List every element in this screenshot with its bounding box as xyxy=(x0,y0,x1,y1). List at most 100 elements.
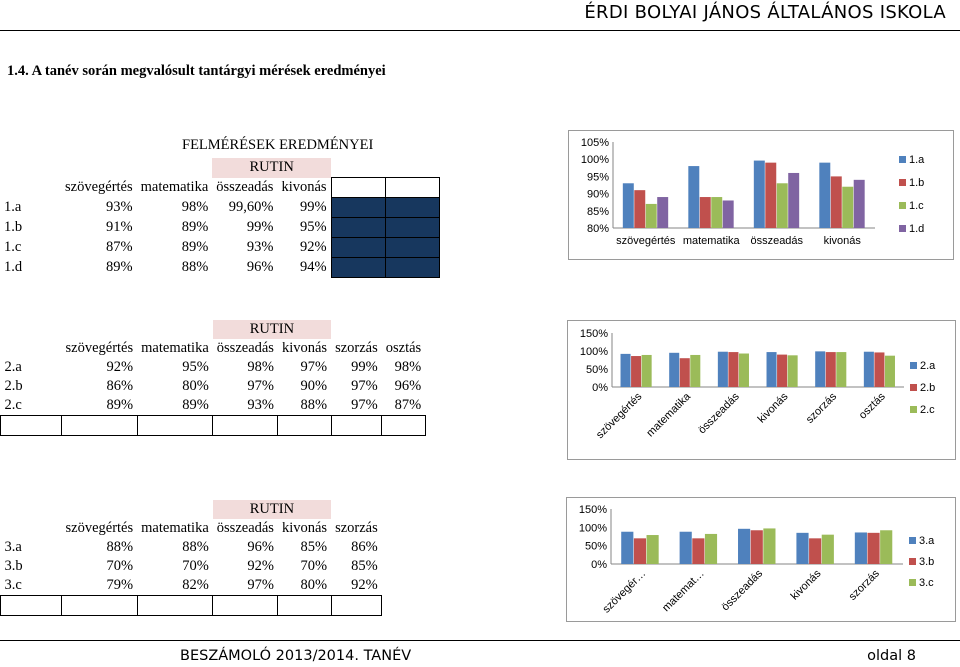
table-cell: 91% xyxy=(106,219,133,235)
page-footer: BESZÁMOLÓ 2013/2014. TANÉV oldal 8 xyxy=(0,640,960,667)
dark-cell xyxy=(330,217,386,238)
footer-page-number: oldal 8 xyxy=(867,648,916,664)
table-cell: 96% xyxy=(246,259,274,275)
table-cell: 96% xyxy=(394,378,422,394)
row-label: 1.c xyxy=(4,239,22,255)
bar-1.a-0 xyxy=(622,183,634,228)
y-tick-label: 100% xyxy=(580,346,608,358)
table-cell: 97% xyxy=(300,359,328,375)
x-tick-label: összeadás xyxy=(719,567,765,613)
table-cell: 99% xyxy=(246,219,274,235)
bar-2.c-2 xyxy=(738,353,749,387)
legend-swatch-2.c xyxy=(910,406,917,413)
table-cell: 90% xyxy=(300,378,328,394)
bar-3.b-2 xyxy=(750,530,763,564)
section-title: 1.4. A tanév során megvalósult tantárgyi… xyxy=(7,63,386,79)
col-header: összeadás xyxy=(216,340,274,356)
bar-3.c-2 xyxy=(763,528,776,564)
table-cell: 89% xyxy=(106,397,134,413)
block1-rutin-label: RUTIN xyxy=(212,158,332,178)
x-tick-label: összeadás xyxy=(750,235,803,247)
dark-cell xyxy=(330,197,386,218)
col-header: kivonás xyxy=(281,340,328,356)
bar-2.c-4 xyxy=(836,352,847,387)
table-cell: 95% xyxy=(299,219,327,235)
col-header: szövegértés xyxy=(65,179,133,195)
table-cell: 87% xyxy=(106,239,133,255)
bar-1.d-1 xyxy=(722,200,734,228)
chart-grade3: 0% 50% 100% 150% szövegér… matemat… összeadás k… xyxy=(566,497,956,622)
bar-1.d-3 xyxy=(853,179,865,228)
table-cell: 79% xyxy=(106,577,134,593)
table-cell: 70% xyxy=(106,558,134,574)
x-tick-label: kivonás xyxy=(824,235,862,247)
legend-label-1.b: 1.b xyxy=(909,177,924,189)
chart-grade2-svg: 0% 50% 100% 150% szövegértés matematika összea… xyxy=(580,328,936,441)
table-cell: 99,60% xyxy=(228,199,274,215)
table-cell: 92% xyxy=(106,359,134,375)
bar-3.a-4 xyxy=(854,532,867,564)
x-tick-label: szorzás xyxy=(847,567,883,603)
table-cell: 99% xyxy=(299,199,327,215)
table-cell: 89% xyxy=(181,239,209,255)
row-label: 2.b xyxy=(4,378,23,394)
table-cell: 88% xyxy=(106,539,134,555)
block3-table: RUTIN szövegértés matematika összeadás k… xyxy=(0,500,383,616)
table-row: 2.a 92% 95% 98% 97% 99% 98% xyxy=(1,358,426,377)
bar-2.a-1 xyxy=(669,352,680,387)
bar-1.d-0 xyxy=(657,197,669,228)
chart-grade3-svg: 0% 50% 100% 150% szövegér… matemat… összeadás k… xyxy=(579,504,935,615)
table-cell: 88% xyxy=(182,539,209,555)
bar-3.b-3 xyxy=(809,538,822,564)
bar-2.c-5 xyxy=(884,355,895,387)
dark-cell xyxy=(330,257,386,278)
table-cell: 88% xyxy=(181,259,209,275)
legend-label-1.c: 1.c xyxy=(909,200,924,212)
dark-cell xyxy=(384,237,440,258)
bar-1.b-1 xyxy=(699,197,711,228)
header-divider xyxy=(0,30,960,31)
bar-3.c-4 xyxy=(880,530,893,564)
bar-1.a-2 xyxy=(753,160,765,228)
row-label: 1.a xyxy=(4,199,22,215)
page-header: ÉRDI BOLYAI JÁNOS ÁLTALÁNOS ISKOLA xyxy=(0,0,960,40)
table-row: 1.a 93% 98% 99,60% 99% xyxy=(0,197,440,218)
legend-swatch-1.c xyxy=(899,202,906,209)
bar-2.b-4 xyxy=(825,352,836,387)
table-cell: 93% xyxy=(246,239,274,255)
legend-swatch-3.b xyxy=(909,558,916,565)
table-cell: 93% xyxy=(106,199,133,215)
row-label: 2.a xyxy=(4,359,22,375)
row-label: 1.b xyxy=(4,219,23,235)
table-cell: 92% xyxy=(351,577,378,593)
bar-2.b-1 xyxy=(679,358,690,387)
bar-1.c-0 xyxy=(645,203,657,228)
x-tick-label: kivonás xyxy=(789,567,824,602)
x-tick-label: szövegértés xyxy=(594,390,645,441)
table-cell: 98% xyxy=(394,359,422,375)
legend-label-3.b: 3.b xyxy=(919,556,934,568)
col-header: matematika xyxy=(141,340,209,356)
y-tick-label: 150% xyxy=(579,504,607,516)
bar-1.c-2 xyxy=(776,183,788,228)
bar-2.a-5 xyxy=(863,351,874,387)
y-tick-label: 100% xyxy=(581,154,609,166)
table-cell: 97% xyxy=(351,378,378,394)
table-cell: 80% xyxy=(182,378,209,394)
table-row: 3.b 70% 70% 92% 70% 85% xyxy=(1,557,382,576)
y-tick-label: 90% xyxy=(587,189,609,201)
block3-header-row: szövegértés matematika összeadás kivonás… xyxy=(1,519,382,538)
block1-title: FELMÉRÉSEK EREDMÉNYEI xyxy=(182,137,374,153)
table-cell: 96% xyxy=(247,539,274,555)
legend-swatch-1.a xyxy=(899,156,906,163)
bar-3.b-4 xyxy=(867,532,880,564)
bar-2.c-0 xyxy=(641,354,652,387)
x-tick-label: matematika xyxy=(683,235,741,247)
y-tick-label: 150% xyxy=(580,328,608,340)
block2-table: RUTIN szövegértés matematika összeadás k… xyxy=(0,320,426,436)
legend-label-2.c: 2.c xyxy=(920,404,935,416)
col-header: szorzás xyxy=(335,340,378,356)
table-cell: 94% xyxy=(299,259,327,275)
row-label: 2.c xyxy=(4,397,22,413)
bar-2.c-3 xyxy=(787,355,798,387)
